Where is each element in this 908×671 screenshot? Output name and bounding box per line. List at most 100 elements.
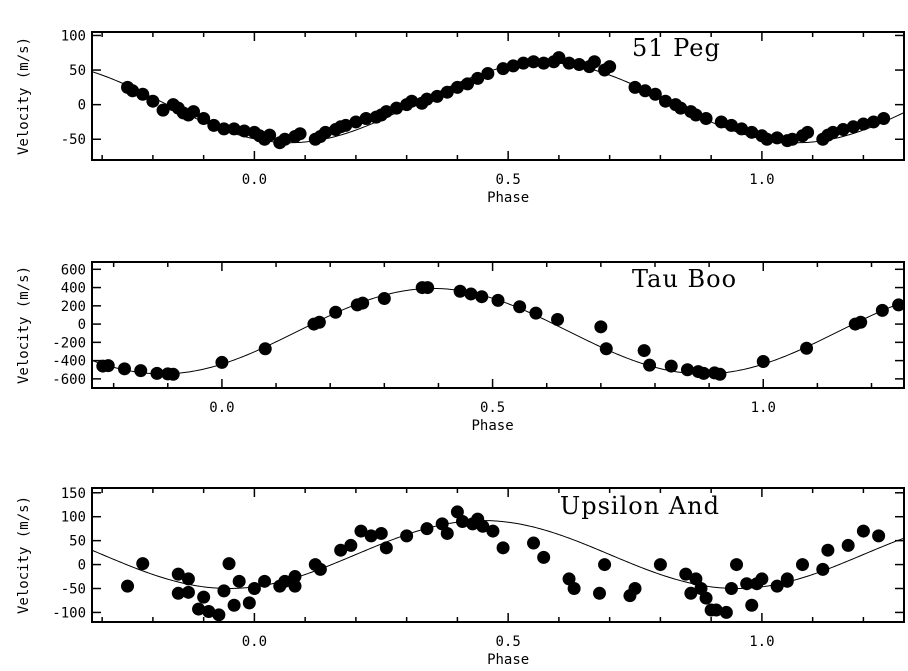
data-point xyxy=(719,605,733,619)
data-point xyxy=(334,543,348,557)
data-point xyxy=(637,344,651,358)
data-point xyxy=(215,355,229,369)
data-point xyxy=(714,115,728,129)
y-tick-label: 0 xyxy=(78,558,86,574)
data-point xyxy=(816,562,830,576)
x-tick-label: 0.5 xyxy=(496,172,521,188)
data-point xyxy=(680,363,694,377)
y-tick-label: 600 xyxy=(61,262,86,278)
data-point xyxy=(181,585,195,599)
data-point xyxy=(800,341,814,355)
data-point xyxy=(481,67,495,81)
data-point xyxy=(527,536,541,550)
data-point xyxy=(379,105,393,119)
data-point xyxy=(875,303,889,317)
data-point xyxy=(344,538,358,552)
data-point xyxy=(318,125,332,139)
panel-title: 51 Peg xyxy=(632,34,721,62)
data-point xyxy=(359,111,373,125)
data-point xyxy=(263,128,277,142)
data-point xyxy=(232,574,246,588)
x-axis-label: Phase xyxy=(487,652,529,668)
x-tick-label: 0.0 xyxy=(209,400,234,416)
x-axis-label: Phase xyxy=(472,418,514,434)
data-point xyxy=(689,108,703,122)
data-point xyxy=(288,570,302,584)
data-point xyxy=(222,557,236,571)
data-point xyxy=(697,366,711,380)
y-tick-label: 0 xyxy=(78,317,86,333)
data-point xyxy=(475,290,489,304)
x-tick-label: 0.0 xyxy=(242,634,267,650)
data-point xyxy=(117,362,131,376)
data-point xyxy=(537,550,551,564)
data-point xyxy=(648,87,662,101)
data-point xyxy=(171,586,185,600)
data-point xyxy=(679,567,693,581)
y-tick-label: 200 xyxy=(61,299,86,315)
data-point xyxy=(455,515,469,528)
data-point xyxy=(516,56,530,70)
y-tick-label: 100 xyxy=(61,510,86,526)
data-point xyxy=(126,84,140,98)
data-point xyxy=(664,359,678,373)
data-point xyxy=(288,579,302,593)
data-point xyxy=(421,281,435,295)
data-point xyxy=(867,115,881,129)
data-point xyxy=(643,358,657,372)
data-point xyxy=(674,101,688,115)
data-point xyxy=(699,111,713,125)
panel-tau-boo: 0.0 0.5 1.0 -600 -400 -200 0 200 400 600 Phase Velo… xyxy=(16,261,906,434)
data-point xyxy=(594,320,608,334)
data-point xyxy=(329,305,343,319)
data-point xyxy=(856,524,870,538)
data-point xyxy=(405,94,419,108)
y-tick-label: -100 xyxy=(52,605,86,621)
data-point xyxy=(684,586,698,600)
data-point xyxy=(872,529,886,543)
data-point xyxy=(572,58,586,72)
data-point xyxy=(496,62,510,76)
data-point xyxy=(217,584,231,598)
data-point xyxy=(801,125,815,139)
x-tick-label: 0.5 xyxy=(480,400,505,416)
data-point xyxy=(101,359,115,373)
data-point xyxy=(699,591,713,605)
data-point xyxy=(278,132,292,146)
y-axis-label: Velocity (m/s) xyxy=(16,37,32,155)
data-point xyxy=(242,596,256,610)
data-point xyxy=(552,51,566,65)
data-point xyxy=(390,101,403,115)
data-point xyxy=(562,572,576,586)
data-point xyxy=(603,60,617,74)
data-point xyxy=(197,590,211,604)
x-tick-label: 1.0 xyxy=(749,172,774,188)
data-point xyxy=(356,296,370,310)
data-point xyxy=(364,529,378,543)
data-point xyxy=(435,517,449,531)
data-point xyxy=(760,132,774,146)
data-point xyxy=(638,84,652,98)
data-point xyxy=(653,558,667,572)
data-point xyxy=(146,94,160,108)
data-point xyxy=(628,582,642,595)
data-point xyxy=(755,572,769,586)
data-point xyxy=(136,557,150,571)
data-point xyxy=(877,111,891,125)
data-point xyxy=(187,105,200,119)
data-point xyxy=(486,524,500,538)
data-point xyxy=(628,80,642,94)
y-tick-label: 150 xyxy=(61,486,86,502)
data-point xyxy=(400,529,414,543)
panel-title: Tau Boo xyxy=(632,265,737,293)
data-point xyxy=(854,315,868,329)
data-point xyxy=(745,598,759,612)
data-point xyxy=(166,367,180,381)
data-point xyxy=(156,103,170,117)
x-tick-label: 1.0 xyxy=(751,400,776,416)
plot-frame-tau-boo xyxy=(91,261,905,389)
y-tick-label: -400 xyxy=(52,354,86,370)
data-point xyxy=(150,366,164,380)
y-axis-label: Velocity (m/s) xyxy=(16,266,32,384)
